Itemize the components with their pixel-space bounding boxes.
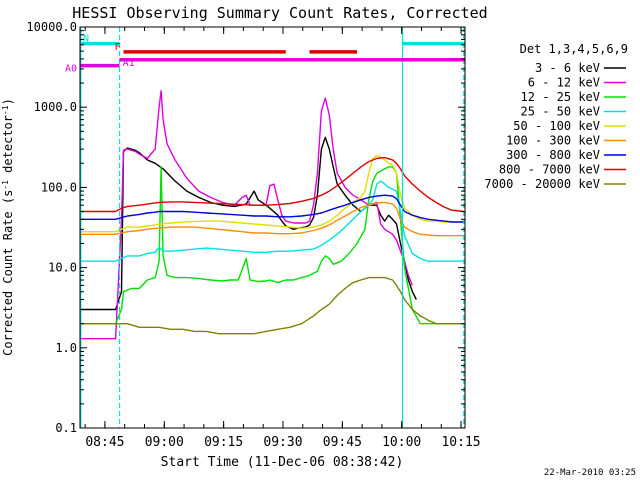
legend-item-label: 100 - 300 keV [506,134,600,148]
series-line-8 [80,156,464,213]
flag-label-A0: A0 [65,64,77,75]
x-tick-label: 09:30 [263,435,302,450]
series-line-7 [80,194,464,223]
y-tick-label: 100.0 [41,180,77,194]
legend-item-label: 3 - 6 keV [535,61,600,75]
plot-frame [79,26,466,429]
series-line-6 [80,201,464,237]
x-axis-label: Start Time (11-Dec-06 08:38:42) [161,455,404,470]
legend-item-label: 300 - 800 keV [506,148,600,162]
legend-item-label: 800 - 7000 keV [499,163,600,177]
x-tick-label: 09:15 [204,435,243,450]
x-tick-label: 09:45 [323,435,362,450]
footer-date: 22-Mar-2010 03:25 [544,468,636,478]
chart-title: HESSI Observing Summary Count Rates, Cor… [72,4,487,22]
series-line-1 [80,136,417,311]
annotation-layer: N F A0 A1 [65,27,465,428]
y-tick-label: 10000.0 [26,20,77,34]
y-axis-label-part-1: Corrected Count Rate (s [1,190,15,356]
y-tick-label: 1000.0 [34,100,77,114]
x-tick-label: 10:00 [382,435,421,450]
series-line-5 [80,154,464,233]
series-line-9 [80,276,464,335]
y-axis-label: Corrected Count Rate (s-1 detector-1) [1,98,15,356]
series-line-2 [80,90,414,340]
legend-item-label: 50 - 100 keV [513,119,600,133]
legend-item-label: 12 - 25 keV [521,90,600,104]
y-axis-label-exp-1: -1 [1,180,10,190]
flag-label-N: N [83,34,89,45]
y-tick-label: 0.1 [55,421,77,435]
legend-title: Det 1,3,4,5,6,9 [520,42,628,56]
series-line-3 [80,166,464,325]
axes-layer: 0.1 1.0 10.0 100.0 1000.0 10000.0 08:45 09:00 09… [26,20,480,450]
x-tick-label: 10:15 [441,435,480,450]
y-axis-label-part-2: detector [1,115,15,180]
y-axis-label-exp-2: -1 [1,105,10,115]
series-line-4 [80,180,464,262]
legend-item-label: 25 - 50 keV [521,105,600,119]
flag-label-F: F [114,42,120,53]
legend-item-label: 6 - 12 keV [528,76,600,90]
x-tick-label: 08:45 [85,435,124,450]
flag-label-A1: A1 [123,58,135,69]
y-tick-label: 1.0 [55,341,77,355]
x-tick-label: 09:00 [145,435,184,450]
legend-item-label: 7000 - 20000 keV [484,177,600,191]
y-tick-label: 10.0 [48,261,77,275]
series-layer [80,90,464,340]
y-axis-label-part-3: ) [1,98,15,105]
